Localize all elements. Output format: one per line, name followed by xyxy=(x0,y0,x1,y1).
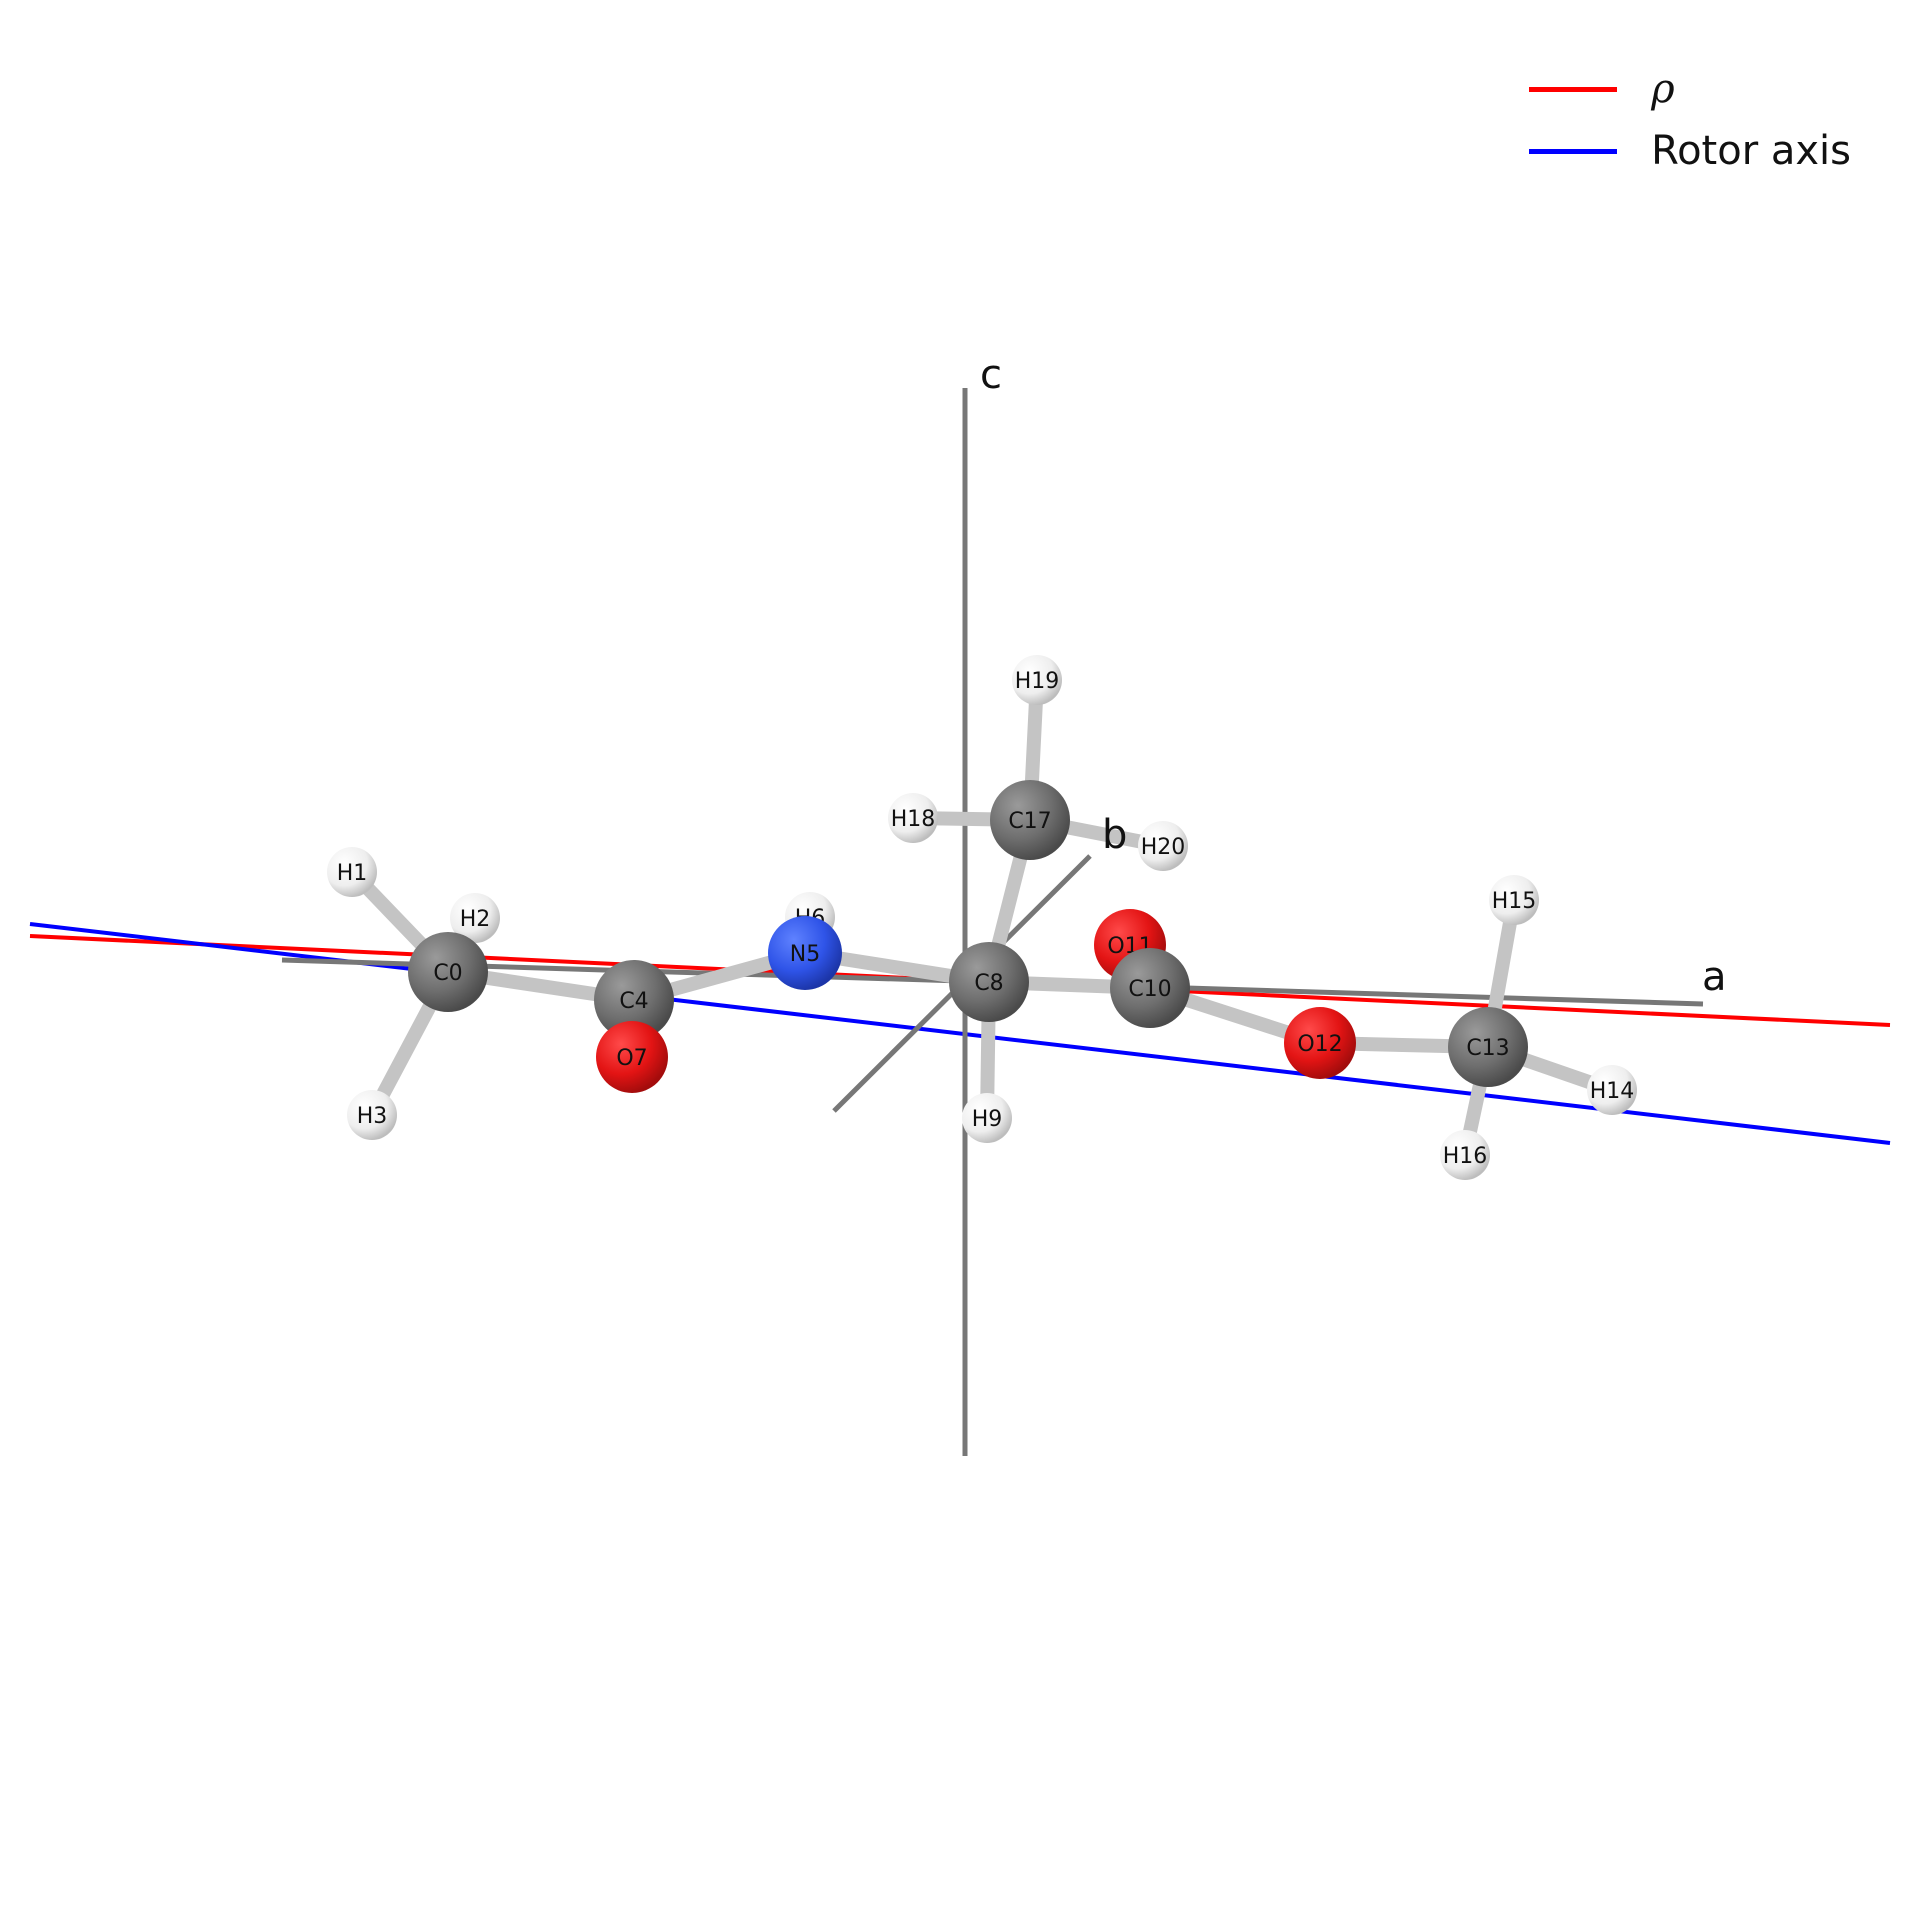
atom-o7: O7 xyxy=(596,1021,668,1093)
atom-c0: C0 xyxy=(408,932,488,1012)
atom-sphere-h15 xyxy=(1489,875,1539,925)
atom-n5: N5 xyxy=(768,916,842,990)
axis-label-a: a xyxy=(1702,954,1727,1000)
atom-sphere-c17 xyxy=(990,780,1070,860)
atom-c13: C13 xyxy=(1448,1007,1528,1087)
legend-swatch-rho xyxy=(1529,86,1618,92)
atom-h16: H16 xyxy=(1440,1130,1490,1180)
atom-sphere-h2 xyxy=(450,893,500,943)
atom-label-h15: H15 xyxy=(1492,889,1537,914)
atom-label-h9: H9 xyxy=(972,1107,1003,1132)
atom-sphere-n5 xyxy=(768,916,842,990)
atom-label-c8: C8 xyxy=(974,971,1003,996)
atom-h2: H2 xyxy=(450,893,500,943)
atom-label-o7: O7 xyxy=(616,1046,647,1071)
atom-o12: O12 xyxy=(1284,1007,1356,1079)
atom-label-o12: O12 xyxy=(1297,1032,1342,1057)
atom-h15: H15 xyxy=(1489,875,1539,925)
legend: ρ Rotor axis xyxy=(1529,58,1851,182)
atom-label-c10: C10 xyxy=(1128,977,1171,1002)
atom-label-n5: N5 xyxy=(790,942,820,967)
atom-sphere-c13 xyxy=(1448,1007,1528,1087)
atom-h19: H19 xyxy=(1012,655,1062,705)
atom-sphere-h3 xyxy=(347,1090,397,1140)
atom-h20: H20 xyxy=(1138,821,1188,871)
atom-h9: H9 xyxy=(962,1093,1012,1143)
axis-label-c: c xyxy=(980,352,1002,398)
atom-label-h3: H3 xyxy=(357,1104,388,1129)
atom-h3: H3 xyxy=(347,1090,397,1140)
atom-sphere-h16 xyxy=(1440,1130,1490,1180)
atoms-layer: H6H2O11H18H19H20C17H1H3C0C4O7N5H9C8C10O1… xyxy=(327,655,1637,1180)
atom-c8: C8 xyxy=(949,942,1029,1022)
atom-c17: C17 xyxy=(990,780,1070,860)
legend-item-rho: ρ xyxy=(1529,58,1851,120)
atom-sphere-h20 xyxy=(1138,821,1188,871)
atom-label-h16: H16 xyxy=(1443,1144,1488,1169)
bonds-layer xyxy=(345,673,1619,1162)
legend-label-rotor-axis: Rotor axis xyxy=(1651,128,1851,174)
atom-sphere-c4 xyxy=(594,960,674,1040)
atom-sphere-o12 xyxy=(1284,1007,1356,1079)
atom-label-h20: H20 xyxy=(1141,835,1186,860)
legend-swatch-rotor-axis xyxy=(1529,148,1618,154)
atom-sphere-o7 xyxy=(596,1021,668,1093)
atom-sphere-h19 xyxy=(1012,655,1062,705)
atom-sphere-c10 xyxy=(1110,948,1190,1028)
atom-label-c13: C13 xyxy=(1466,1036,1509,1061)
atom-label-c17: C17 xyxy=(1008,809,1051,834)
atom-label-c0: C0 xyxy=(433,961,462,986)
atom-sphere-h14 xyxy=(1587,1065,1637,1115)
atom-sphere-h9 xyxy=(962,1093,1012,1143)
atom-h14: H14 xyxy=(1587,1065,1637,1115)
legend-label-rho: ρ xyxy=(1651,66,1675,112)
atom-label-h19: H19 xyxy=(1015,669,1060,694)
atom-c10: C10 xyxy=(1110,948,1190,1028)
atom-sphere-h18 xyxy=(888,793,938,843)
atom-label-h1: H1 xyxy=(337,861,368,886)
atom-label-h18: H18 xyxy=(891,807,936,832)
atom-c4: C4 xyxy=(594,960,674,1040)
atom-h1: H1 xyxy=(327,847,377,897)
atom-label-c4: C4 xyxy=(619,989,648,1014)
atom-sphere-c0 xyxy=(408,932,488,1012)
legend-item-rotor-axis: Rotor axis xyxy=(1529,120,1851,182)
atom-h18: H18 xyxy=(888,793,938,843)
atom-sphere-h1 xyxy=(327,847,377,897)
atom-label-h14: H14 xyxy=(1590,1079,1635,1104)
atom-sphere-c8 xyxy=(949,942,1029,1022)
atom-label-h2: H2 xyxy=(460,907,491,932)
axis-label-b: b xyxy=(1102,812,1127,858)
